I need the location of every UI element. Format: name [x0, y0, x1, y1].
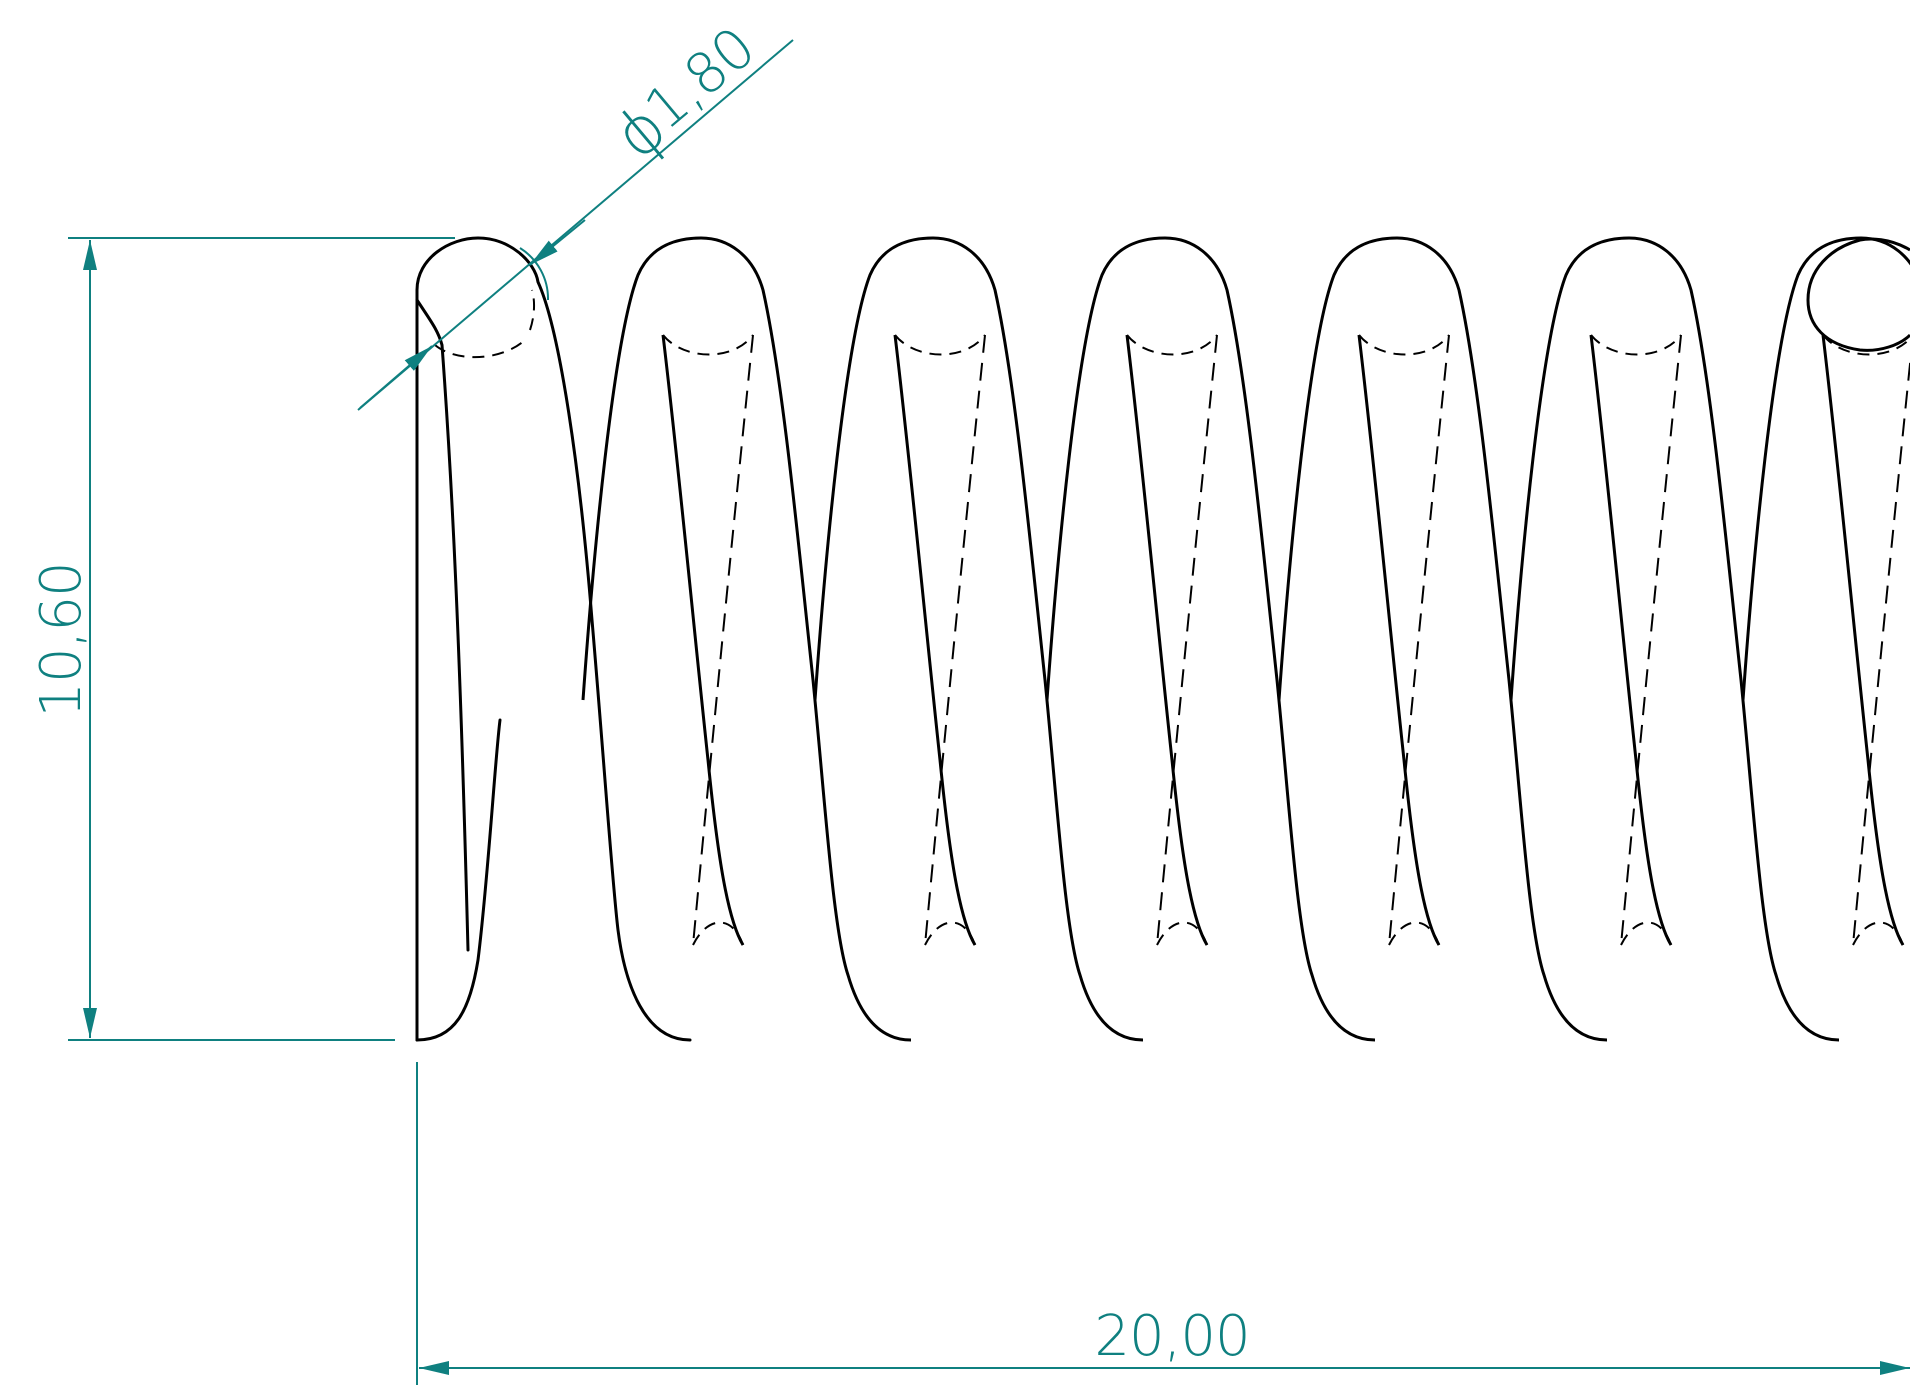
coil-hidden-arc-bottom [692, 921, 744, 946]
spring-coil-group [415, 236, 692, 1042]
coil-hidden-arc-bottom [924, 921, 976, 946]
coil-loop [1509, 236, 1840, 1042]
coil-hidden-arc-bottom [1620, 921, 1672, 946]
coil-inner-strand [1357, 334, 1441, 946]
coil-loop [1741, 236, 1910, 701]
coil-hidden-arc-bottom [1388, 921, 1440, 946]
coil-hidden-arc-bottom [1156, 921, 1208, 946]
coil-inner-strand [893, 334, 977, 946]
coil-inner-strand [661, 334, 745, 946]
diameter-arc [519, 247, 550, 301]
coil-hidden-arc-top [894, 334, 986, 356]
coil-hidden-strand [924, 334, 986, 946]
coil-hidden-arc-top [1358, 334, 1450, 356]
coil-loop [581, 236, 912, 1042]
coil-hidden-arc-top [1590, 334, 1682, 356]
diameter-arrow-outer [529, 219, 586, 266]
dimension-lines [68, 39, 1910, 1385]
end-coil-left-inner [415, 298, 470, 952]
coil-inner-strand [1821, 334, 1905, 946]
height-dimension-text: 10,60 [29, 562, 94, 717]
coil-hidden-strand [1852, 354, 1910, 946]
coil-hidden-strand [1388, 334, 1450, 946]
coil-inner-strand [1125, 334, 1209, 946]
coil-hidden-arc-bottom [1852, 921, 1904, 946]
end-coil-left-circle [434, 289, 536, 359]
coil-hidden-arc-top [1126, 334, 1218, 356]
coil-hidden-arc-top [1822, 334, 1910, 356]
coil-hidden-strand [1620, 334, 1682, 946]
coil-loop [1277, 236, 1608, 1042]
end-coil-left [415, 236, 692, 1042]
coil-hidden-strand [1156, 334, 1218, 946]
coil-loop [813, 236, 1144, 1042]
coil-loop [1045, 236, 1376, 1042]
length-dimension-text: 20,00 [1094, 1304, 1249, 1369]
diameter-label: ϕ 1,80 [601, 15, 767, 174]
coil-hidden-arc-top [662, 334, 754, 356]
diameter-arrow-inner [359, 345, 433, 409]
coil-inner-strand [1589, 334, 1673, 946]
coil-hidden-strand [692, 334, 754, 946]
end-coil-left-front [415, 718, 502, 1042]
end-coil-right [1806, 237, 1910, 352]
coils-generated [434, 236, 1910, 1042]
